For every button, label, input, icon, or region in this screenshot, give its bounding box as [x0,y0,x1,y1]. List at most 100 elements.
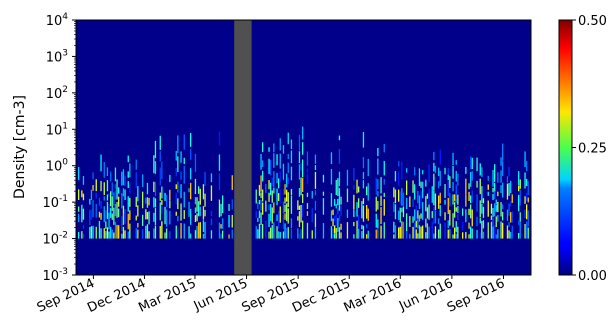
heatmap-cell [210,230,213,239]
heatmap-cell [260,226,262,239]
heatmap-cell [188,201,190,217]
heatmap-cell [511,194,513,203]
heatmap-cell [377,219,379,229]
heatmap-cell [110,191,112,207]
heatmap-cell [284,213,286,220]
heatmap-cell [375,229,377,239]
heatmap-cell [194,207,197,214]
heatmap-cell [311,230,313,239]
y-tick-label: 101 [46,121,68,138]
heatmap-cell [492,217,494,227]
heatmap-cell [527,197,529,203]
heatmap-cell [127,155,129,163]
heatmap-cell [90,226,93,239]
heatmap-cell [465,194,467,207]
heatmap-cell [497,191,499,197]
heatmap-cell [135,228,137,239]
heatmap-cell [455,170,457,182]
heatmap-cell [255,226,257,239]
heatmap-cell [218,222,221,239]
heatmap-cell [394,225,397,239]
heatmap-cell [278,193,280,201]
heatmap-cell [142,214,144,227]
heatmap-cell [497,229,499,239]
heatmap-cell [287,154,289,159]
heatmap-cell [447,174,449,181]
heatmap-cell [471,228,473,239]
heatmap-cell [78,213,80,223]
heatmap-cell [414,184,416,200]
heatmap-cell [106,201,109,219]
heatmap-cell [78,232,80,239]
heatmap-cell [105,231,107,239]
heatmap-cell [279,206,281,223]
heatmap-cell [468,183,470,190]
heatmap-cell [398,227,400,239]
heatmap-cell [262,224,264,239]
heatmap-cell [169,231,171,239]
heatmap-cell [502,222,504,239]
heatmap-cells [78,126,529,239]
heatmap-cell [383,199,385,216]
heatmap-cell [268,180,270,190]
heatmap-cell [428,188,430,205]
heatmap-cell [183,223,185,239]
heatmap-cell [492,226,494,239]
heatmap-cell [218,199,221,218]
heatmap-cell [497,172,499,183]
heatmap-cell [362,225,365,239]
heatmap-cell [98,211,101,218]
heatmap-cell [135,172,137,188]
heatmap-cell [218,173,221,191]
heatmap-cell [502,182,504,198]
heatmap-cell [468,208,470,216]
heatmap-cell [314,154,317,164]
heatmap-cell [393,234,395,239]
heatmap-cell [353,167,355,181]
y-axis-title: Density [cm-3] [12,95,28,199]
heatmap-cell [258,199,261,205]
heatmap-cell [502,204,504,210]
heatmap-cell [401,188,403,206]
heatmap-cell [406,168,408,173]
heatmap-cell [92,200,94,218]
heatmap-cell [111,229,113,239]
heatmap-cell [506,183,509,200]
heatmap-cell [439,170,441,186]
heatmap-cell [518,185,520,192]
heatmap-cell [306,211,309,216]
heatmap-cell [290,150,293,164]
heatmap-cell [506,225,509,239]
heatmap-cell [287,177,289,185]
heatmap-cell [137,205,139,217]
heatmap-cell [262,142,264,153]
heatmap-cell [495,234,497,239]
heatmap-cell [89,226,91,239]
heatmap-cell [175,150,177,161]
heatmap-cell [198,186,200,194]
heatmap-cell [497,201,499,213]
heatmap-cell [148,231,150,239]
heatmap-cell [362,172,365,180]
heatmap-cell [273,202,275,214]
heatmap-cell [415,205,417,219]
heatmap-cell [402,206,405,218]
heatmap-cell [106,167,109,176]
heatmap-cell [116,179,118,196]
heatmap-cell [302,142,304,155]
heatmap-cell [510,180,512,194]
heatmap-cell [78,166,80,181]
heatmap-cell [164,206,166,225]
heatmap-cell [334,233,336,239]
heatmap-cell [409,196,411,208]
heatmap-cell [449,229,451,239]
heatmap-cell [166,194,168,207]
heatmap-cell [127,171,129,178]
heatmap-cell [90,189,93,200]
heatmap-cell [330,226,333,239]
heatmap-cell [290,228,293,239]
heatmap-cell [255,189,257,204]
heatmap-cell [114,184,117,190]
heatmap-cell [188,188,190,193]
heatmap-cell [268,192,270,202]
